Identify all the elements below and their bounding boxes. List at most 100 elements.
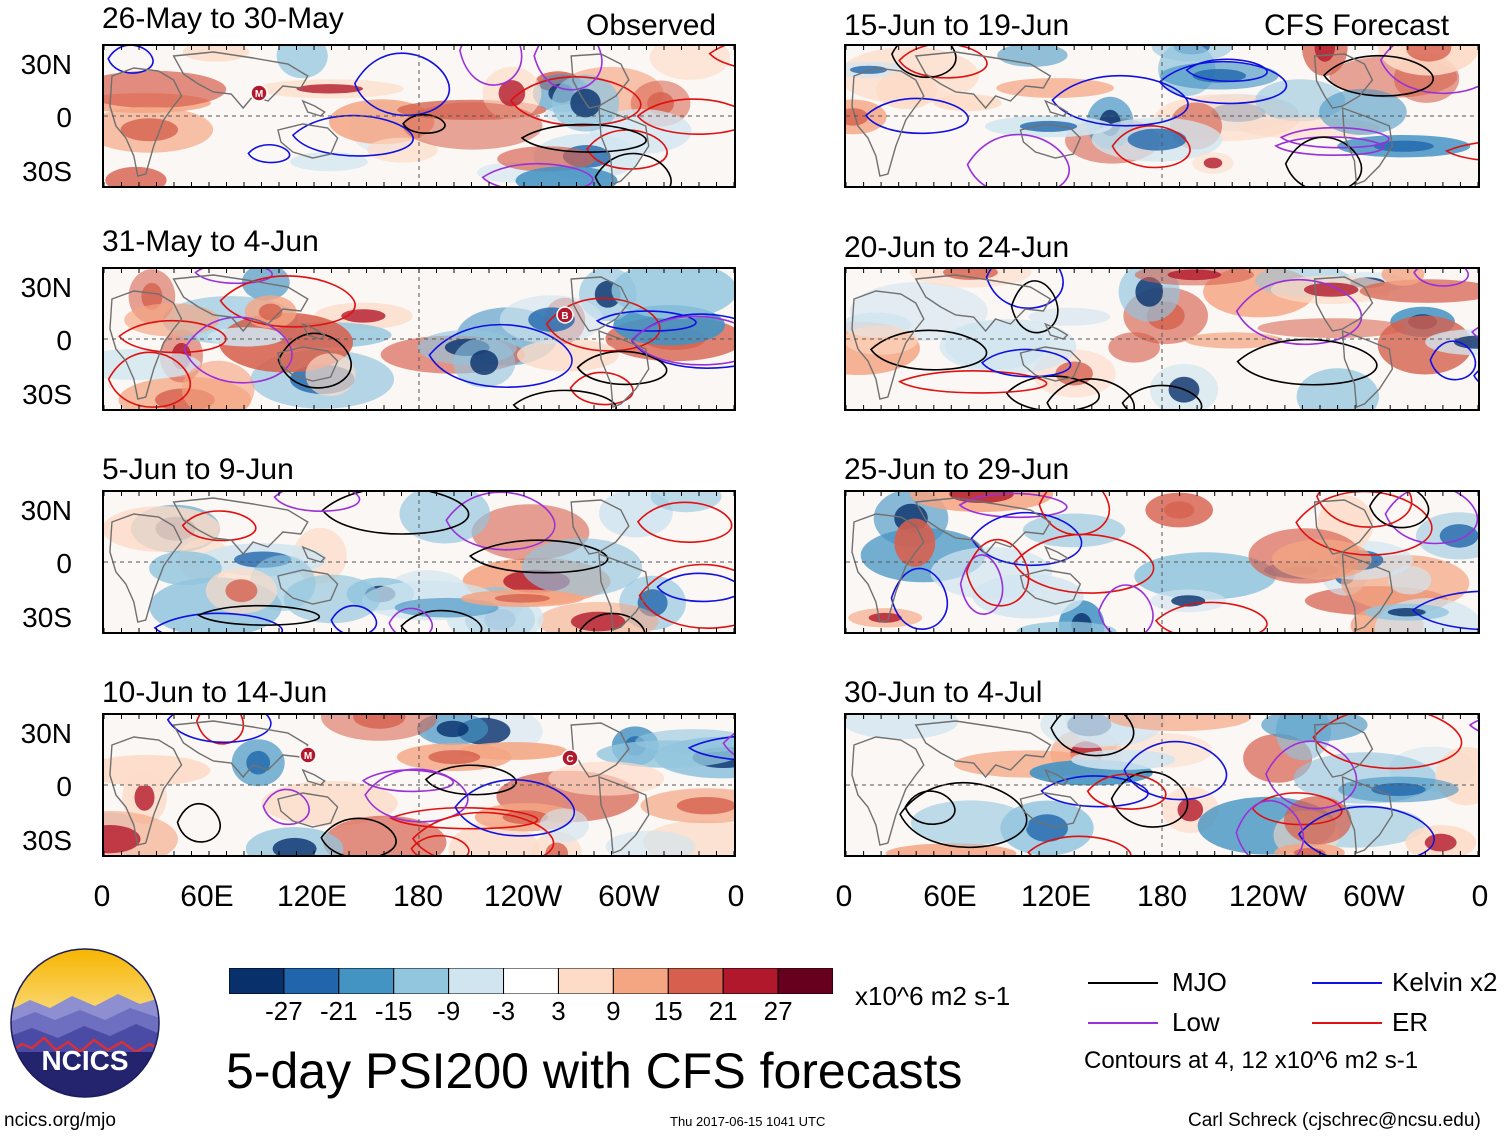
continent-outline (277, 123, 339, 159)
continent-outline (570, 276, 630, 332)
contour-line (638, 563, 734, 629)
contour-line (388, 607, 433, 632)
anomaly-blob (1028, 307, 1111, 326)
contour-line (576, 350, 668, 386)
continent-outline (851, 67, 925, 177)
anomaly-core (120, 118, 178, 142)
contour-line (1012, 533, 1155, 594)
lon-label: 120W (483, 880, 563, 913)
contour-line (579, 612, 646, 632)
map-panel-left-0: M (102, 44, 736, 188)
contour-line (1010, 280, 1059, 334)
contour-line (656, 572, 734, 603)
contour-line (400, 609, 483, 632)
contour-line (445, 492, 556, 551)
contour-line (247, 144, 291, 164)
lon-label: 120W (1228, 880, 1308, 913)
map-panel-right-2 (844, 490, 1480, 634)
contour-line (321, 492, 470, 535)
anomaly-blob (104, 349, 201, 380)
footer-url[interactable]: ncics.org/mjo (4, 1110, 116, 1131)
anomaly-blob (996, 78, 1114, 98)
map-panel-left-2 (102, 490, 736, 634)
anomaly-core (104, 825, 141, 854)
contour-line (890, 567, 948, 630)
contour-line (1040, 775, 1149, 808)
contour-line (1251, 792, 1343, 826)
contour-line (353, 52, 451, 117)
panel-right-2-title: 25-Jun to 29-Jun (844, 453, 1070, 486)
contour-line (107, 46, 154, 74)
contour-line (1005, 375, 1100, 409)
colorbar-label: 27 (763, 996, 793, 1026)
legend-low-label: Low (1172, 1007, 1220, 1037)
continent-outline (851, 290, 925, 400)
anomaly-core (494, 594, 550, 603)
continent-outline (301, 545, 326, 563)
continent-outline (172, 274, 309, 333)
anomaly-core (1373, 140, 1434, 152)
colorbar-swatch (777, 967, 834, 995)
colorbar-swatch (283, 967, 340, 995)
colorbar (228, 967, 834, 995)
contour-line (594, 152, 672, 186)
contour-line (468, 539, 609, 574)
legend-low-line (1088, 1022, 1158, 1024)
anomaly-core (1203, 157, 1223, 169)
contour-line (959, 554, 1004, 615)
anomaly-core (943, 269, 998, 280)
anomaly-core (246, 750, 271, 775)
anomaly-core (225, 579, 258, 603)
anomaly-blob (1319, 88, 1407, 135)
contour-line (898, 46, 988, 79)
contour-line (1384, 492, 1478, 545)
anomaly-blob (1257, 318, 1407, 338)
contour-line (630, 315, 734, 366)
panel-right-1-title: 20-Jun to 24-Jun (844, 231, 1070, 264)
panel-right-0-title: 15-Jun to 19-Jun (844, 9, 1070, 42)
contour-line (509, 76, 642, 127)
continent-outline (109, 290, 183, 400)
anomaly-blob (104, 754, 211, 786)
contour-line (512, 389, 617, 409)
anomaly-blob (876, 70, 937, 110)
anomaly-core (1304, 282, 1359, 297)
continent-outline (277, 792, 339, 828)
contour-line (520, 123, 647, 153)
colorbar-label: 21 (708, 996, 738, 1026)
contour-line (1295, 492, 1433, 556)
contour-line (897, 370, 1048, 394)
continent-outline (1044, 768, 1069, 786)
anomaly-core (676, 797, 734, 815)
legend-kelvin-label: Kelvin x2 (1392, 967, 1498, 997)
contour-line (107, 351, 191, 408)
continent-outline (570, 53, 630, 109)
continent-outline (598, 775, 650, 854)
anomaly-blob (1425, 329, 1478, 356)
lat-label: 30N (20, 49, 72, 80)
storm-marker-letter: B (561, 311, 568, 322)
panel-left-0-tag: Observed (586, 9, 717, 42)
storm-marker-letter: M (255, 89, 263, 100)
storm-marker (250, 84, 268, 102)
continent-outline (914, 274, 1052, 333)
map-panel-left-1: B (102, 267, 736, 411)
anomaly-core (1387, 608, 1426, 617)
continent-outline (1341, 106, 1394, 185)
colorbar-label: 3 (551, 996, 566, 1026)
colorbar-label: 15 (653, 996, 683, 1026)
contour-line (1158, 60, 1288, 105)
contour-line (1274, 136, 1385, 156)
colorbar-swatch (228, 967, 285, 995)
contour-line (891, 46, 957, 78)
colorbar-swatch (612, 967, 669, 995)
continent-outline (277, 346, 339, 382)
anomaly-core (1405, 46, 1452, 62)
continent-outline (1341, 775, 1394, 854)
colorbar-swatch (557, 967, 614, 995)
anomaly-core (1127, 128, 1187, 151)
anomaly-blob (403, 102, 543, 150)
storm-marker (561, 749, 579, 767)
footer-author: Carl Schreck (cjschrec@ncsu.edu) (1188, 1110, 1481, 1131)
continent-outline (1341, 552, 1394, 631)
